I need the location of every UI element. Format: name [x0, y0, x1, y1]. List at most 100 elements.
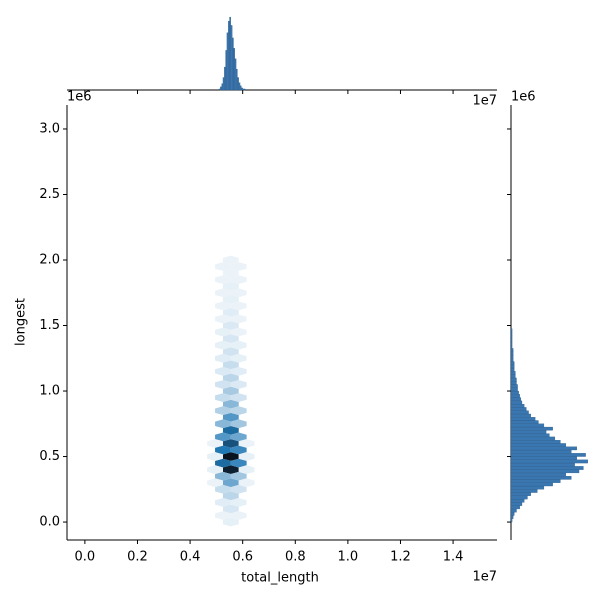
histogram-bar — [510, 466, 584, 470]
hex-cell — [215, 367, 231, 376]
histogram-bar — [510, 446, 577, 451]
hex-cell — [207, 478, 223, 488]
histogram-bar — [510, 384, 518, 388]
histogram-bar — [510, 430, 547, 434]
histogram-bar — [235, 69, 238, 91]
x-tick-label: 0.0 — [75, 550, 96, 565]
hex-cell — [238, 465, 255, 475]
hex-cell — [215, 301, 231, 311]
hex-cell — [222, 347, 239, 357]
hex-cell — [215, 327, 231, 337]
histogram-bar — [510, 331, 513, 336]
histogram-bar — [241, 87, 243, 91]
x-tick-label: 0.8 — [285, 550, 306, 565]
hex-cell — [230, 498, 247, 507]
histogram-bar — [510, 351, 514, 356]
hex-cell — [222, 360, 239, 370]
histogram-bar — [510, 426, 553, 431]
hex-cell — [215, 419, 231, 429]
x-axis-label: total_length — [241, 571, 319, 586]
hex-cell — [215, 275, 231, 285]
histogram-bar — [510, 423, 545, 428]
histogram-bar — [510, 443, 567, 447]
hex-cell — [230, 419, 247, 429]
hex-cell — [222, 412, 239, 422]
histogram-bar — [510, 394, 520, 398]
hex-cell — [230, 484, 247, 494]
histogram-bar — [510, 377, 517, 382]
hex-cell — [215, 511, 231, 520]
histogram-bar — [510, 328, 513, 333]
histogram-bar — [510, 492, 531, 496]
hex-cell — [215, 288, 231, 298]
hex-cell — [230, 445, 247, 455]
hex-cell — [207, 465, 223, 475]
histogram-bar — [510, 479, 561, 483]
histogram-bar — [510, 400, 523, 405]
hex-cell — [230, 432, 247, 442]
y-tick-label: 3.0 — [39, 121, 60, 136]
histogram-bar — [510, 453, 586, 457]
histogram-bar — [232, 37, 234, 91]
hex-cell — [215, 340, 231, 350]
hex-cell — [222, 478, 239, 488]
hex-cell — [222, 439, 239, 448]
histogram-bar — [510, 476, 572, 480]
hex-cell — [230, 353, 247, 363]
y-tick-label: 0.0 — [39, 515, 60, 530]
hex-cell — [222, 281, 239, 291]
hex-cell — [238, 478, 255, 488]
histogram-bar — [510, 413, 531, 418]
histogram-bar — [510, 502, 523, 506]
y-tick-label: 0.5 — [39, 449, 60, 464]
hex-cell — [222, 386, 239, 396]
hex-cell — [222, 491, 239, 501]
histogram-bar — [221, 83, 224, 91]
histogram-bar — [510, 489, 538, 493]
histogram-bar — [510, 407, 527, 411]
histogram-bar — [510, 498, 525, 503]
hex-cell — [222, 517, 239, 527]
histogram-bar — [243, 88, 246, 91]
histogram-bar — [510, 436, 556, 441]
y-offset-label: 1e6 — [67, 90, 92, 105]
histogram-bar — [510, 505, 520, 510]
x-tick-label: 1.4 — [443, 550, 464, 565]
histogram-bar — [510, 469, 580, 474]
histogram-bar — [233, 48, 235, 91]
hex-cell — [222, 504, 239, 514]
histogram-bar — [510, 482, 553, 487]
y-tick-label: 2.0 — [39, 253, 60, 268]
histogram-bar — [242, 88, 245, 91]
histogram-bar — [510, 459, 588, 464]
hex-cell — [230, 340, 247, 350]
histogram-bar — [510, 410, 529, 415]
hex-cell — [215, 445, 231, 455]
histogram-bar — [510, 364, 515, 369]
histogram-bar — [228, 21, 230, 91]
y-tick-label: 2.5 — [39, 187, 60, 202]
histogram-bar — [510, 348, 514, 352]
histogram-bar — [510, 420, 539, 424]
hex-cell — [230, 471, 247, 481]
histogram-bar — [510, 449, 572, 454]
histogram-bar — [234, 58, 237, 91]
hex-cell — [215, 471, 231, 481]
histogram-bar — [510, 358, 514, 362]
histogram-bar — [226, 32, 229, 91]
hex-cell — [222, 334, 239, 343]
histogram-bar — [218, 88, 221, 91]
histogram-bar — [224, 66, 226, 91]
hex-cell — [230, 380, 247, 389]
hex-cell — [215, 432, 231, 442]
histogram-bar — [220, 86, 222, 91]
histogram-bar — [229, 16, 231, 91]
histogram-bar — [510, 354, 514, 359]
histogram-bar — [510, 518, 513, 523]
x-tick-label: 1.0 — [338, 550, 359, 565]
x-tick-label: 0.4 — [180, 550, 201, 565]
histogram-bar — [237, 77, 239, 91]
hex-cell — [222, 399, 239, 409]
y-tick-label: 1.0 — [39, 384, 60, 399]
